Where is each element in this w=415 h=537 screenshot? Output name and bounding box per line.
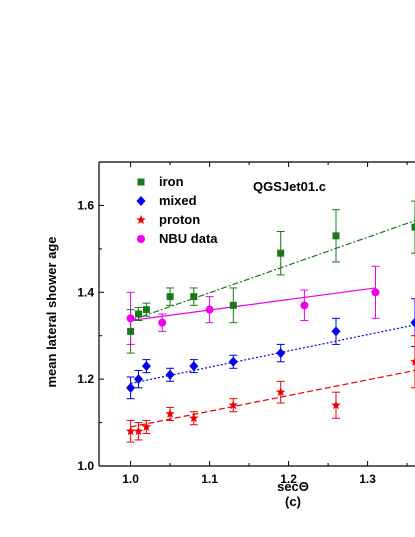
iron-point bbox=[166, 293, 174, 301]
fit-lines bbox=[130, 220, 415, 428]
nbu-data-point bbox=[158, 318, 167, 327]
nbu-data-fit-line bbox=[130, 287, 376, 322]
proton-point bbox=[125, 426, 136, 436]
nbu-data-point bbox=[205, 305, 214, 314]
y-axis-title: mean lateral shower age bbox=[44, 236, 59, 387]
proton-point bbox=[189, 413, 199, 423]
x-tick-label: 1.1 bbox=[201, 472, 218, 486]
mixed-point bbox=[410, 317, 415, 328]
nbu-data-point bbox=[126, 314, 135, 323]
mixed-point bbox=[276, 348, 286, 359]
proton-point bbox=[228, 400, 239, 410]
mixed-point bbox=[141, 361, 151, 372]
iron-point bbox=[277, 249, 285, 257]
nbu-data-point bbox=[300, 301, 309, 310]
y-tick-label: 1.6 bbox=[77, 198, 94, 212]
proton-point bbox=[133, 426, 144, 436]
legend-marker-proton bbox=[136, 215, 146, 225]
mixed-point bbox=[189, 361, 199, 372]
proton-fit-line bbox=[130, 369, 415, 428]
legend-marker-mixed bbox=[136, 196, 146, 206]
y-tick-label: 1.4 bbox=[77, 285, 94, 299]
x-tick-label: 1.2 bbox=[280, 472, 297, 486]
proton-point bbox=[275, 387, 286, 397]
y-tick-label: 1.0 bbox=[77, 459, 94, 473]
nbu-data-point bbox=[371, 288, 380, 297]
legend-marker-iron bbox=[137, 178, 145, 186]
axis-ticks: 1.0 1.1 1.2 1.3 1.0 1.2 1.4 1.6 bbox=[77, 162, 408, 486]
iron-point bbox=[142, 306, 150, 314]
legend-label-proton: proton bbox=[159, 212, 200, 227]
legend-label-nbu-data: NBU data bbox=[159, 231, 218, 246]
model-annotation: QGSJet01.c bbox=[253, 179, 326, 194]
y-tick-label: 1.2 bbox=[77, 372, 94, 386]
plot-frame bbox=[98, 161, 415, 467]
legend-label-iron: iron bbox=[159, 174, 184, 189]
iron-point bbox=[190, 293, 198, 301]
x-axis-title: secΘ bbox=[277, 479, 309, 494]
mixed-point bbox=[165, 369, 175, 380]
mixed-point bbox=[228, 356, 238, 367]
iron-point bbox=[411, 223, 415, 231]
data-markers bbox=[125, 223, 415, 436]
iron-point bbox=[127, 327, 135, 335]
legend-label-mixed: mixed bbox=[159, 193, 197, 208]
proton-point bbox=[141, 421, 152, 431]
panel-label: (c) bbox=[285, 494, 301, 509]
proton-point bbox=[410, 356, 415, 366]
iron-point bbox=[229, 301, 237, 309]
iron-point bbox=[135, 310, 142, 318]
mixed-point bbox=[331, 326, 341, 337]
legend: iron mixed proton NBU data bbox=[136, 174, 218, 246]
proton-point bbox=[165, 408, 175, 418]
mixed-point bbox=[126, 382, 136, 393]
mixed-fit-line bbox=[130, 324, 415, 385]
iron-point bbox=[332, 232, 340, 240]
iron-fit-line bbox=[130, 220, 415, 322]
x-tick-label: 1.3 bbox=[359, 472, 376, 486]
x-tick-label: 1.0 bbox=[122, 472, 139, 486]
legend-marker-nbu-data bbox=[137, 235, 145, 243]
proton-point bbox=[331, 400, 341, 410]
mixed-point bbox=[134, 374, 143, 385]
